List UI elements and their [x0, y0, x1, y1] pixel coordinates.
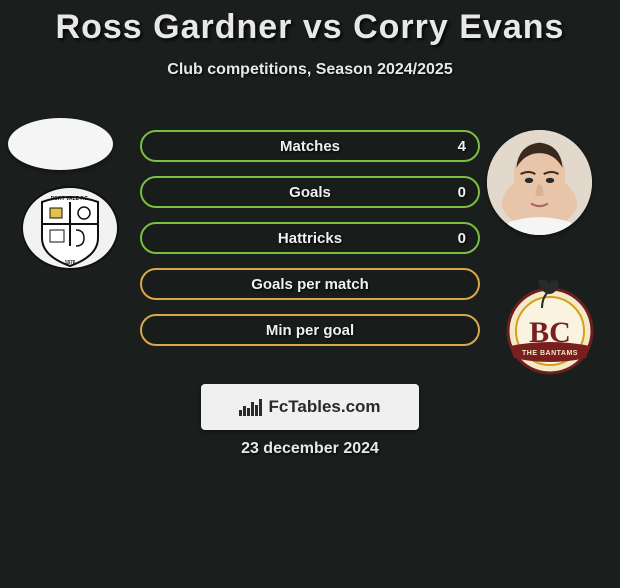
stat-label: Matches [142, 132, 478, 160]
stat-label: Hattricks [142, 224, 478, 252]
page-title: Ross Gardner vs Corry Evans [0, 8, 620, 47]
stat-row: Goals0 [140, 176, 480, 208]
stat-row: Min per goal [140, 314, 480, 346]
stat-label: Goals per match [142, 270, 478, 298]
stat-row: Matches4 [140, 130, 480, 162]
footer-date: 23 december 2024 [0, 440, 620, 458]
brand-bars-icon [239, 399, 262, 416]
player-right-avatar [487, 130, 592, 235]
stat-label: Min per goal [142, 316, 478, 344]
stat-label: Goals [142, 178, 478, 206]
badge-right-ribbon: THE BANTAMS [522, 350, 578, 357]
page-subtitle: Club competitions, Season 2024/2025 [0, 61, 620, 79]
stat-value-right: 0 [458, 178, 466, 206]
club-badge-right: BC THE BANTAMS [500, 276, 600, 376]
stat-value-right: 0 [458, 224, 466, 252]
stat-row: Hattricks0 [140, 222, 480, 254]
brand-text: FcTables.com [268, 397, 380, 417]
brand-box: FcTables.com [201, 384, 419, 430]
player-left-avatar [8, 118, 113, 170]
stats-list: Matches4Goals0Hattricks0Goals per matchM… [140, 130, 480, 360]
badge-left-year: 1876 [64, 260, 75, 266]
club-badge-left: PORT VALE F.C. 1876 [20, 186, 120, 271]
stat-value-right: 4 [458, 132, 466, 160]
badge-left-text: PORT VALE F.C. [51, 196, 90, 202]
stat-row: Goals per match [140, 268, 480, 300]
